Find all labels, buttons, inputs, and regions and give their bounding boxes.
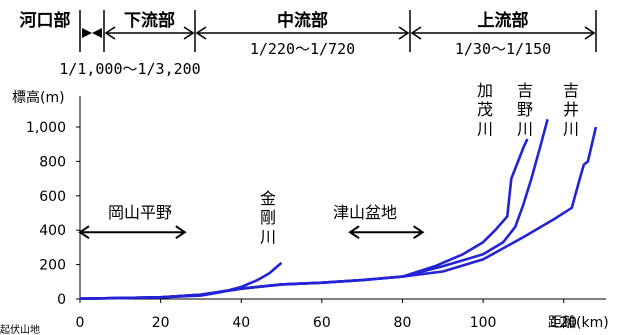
section-arrow bbox=[82, 28, 102, 38]
series-label: 吉井川 bbox=[563, 81, 579, 138]
region-arrow bbox=[348, 225, 425, 240]
region-arrow bbox=[78, 225, 187, 240]
section-label: 中流部 bbox=[277, 10, 328, 31]
region-label: 岡山平野 bbox=[108, 203, 172, 222]
series-label: 加茂川 bbox=[477, 81, 493, 138]
series-labels: 金剛川 加茂川 吉野川 吉井川 bbox=[260, 81, 579, 246]
section-arrow bbox=[410, 26, 596, 40]
series-line bbox=[79, 126, 598, 300]
x-tick-label: 100 bbox=[470, 315, 497, 331]
x-axis-label: 距離(km) bbox=[548, 314, 609, 331]
y-axis-label: 標高(m) bbox=[12, 89, 65, 106]
region-annotations: 岡山平野 津山盆地 bbox=[78, 203, 425, 240]
x-tick-label: 20 bbox=[152, 315, 170, 331]
x-tick-label: 80 bbox=[394, 315, 412, 331]
series-label: 吉野川 bbox=[517, 81, 533, 138]
y-tick-label: 0 bbox=[57, 292, 66, 308]
y-tick-label: 400 bbox=[39, 223, 66, 239]
section-label: 河口部 bbox=[20, 10, 71, 31]
y-tick-label: 200 bbox=[39, 258, 66, 274]
section-gradient-label: 1/30〜1/150 bbox=[455, 40, 551, 58]
section-gradient-label: 1/220〜1/720 bbox=[250, 40, 355, 58]
x-tick-label: 40 bbox=[232, 315, 250, 331]
section-headers: 河口部 下流部 中流部 1/220〜1/720 上流部 1/30〜1/150 bbox=[20, 10, 597, 58]
y-tick-label: 600 bbox=[39, 189, 66, 205]
y-tick-label: 800 bbox=[39, 154, 66, 170]
footer-partial-label: 起伏山地 bbox=[0, 323, 40, 335]
lower-gradient-label: 1/1,000〜1/3,200 bbox=[59, 60, 200, 78]
axes: 0 200 400 600 800 1,000 0 20 40 60 80 100 120 bbox=[26, 96, 606, 331]
region-label: 津山盆地 bbox=[333, 203, 397, 222]
x-tick-label: 0 bbox=[76, 315, 85, 331]
series-lines bbox=[79, 118, 598, 300]
section-arrow bbox=[195, 26, 410, 40]
series-line bbox=[79, 261, 283, 300]
series-label: 金剛川 bbox=[260, 189, 276, 246]
x-tick-label: 120 bbox=[550, 315, 577, 331]
x-tick-label: 60 bbox=[313, 315, 331, 331]
section-arrow bbox=[104, 26, 195, 40]
y-tick-label: 1,000 bbox=[26, 120, 66, 136]
section-label: 下流部 bbox=[124, 10, 175, 31]
section-label: 上流部 bbox=[478, 10, 529, 31]
